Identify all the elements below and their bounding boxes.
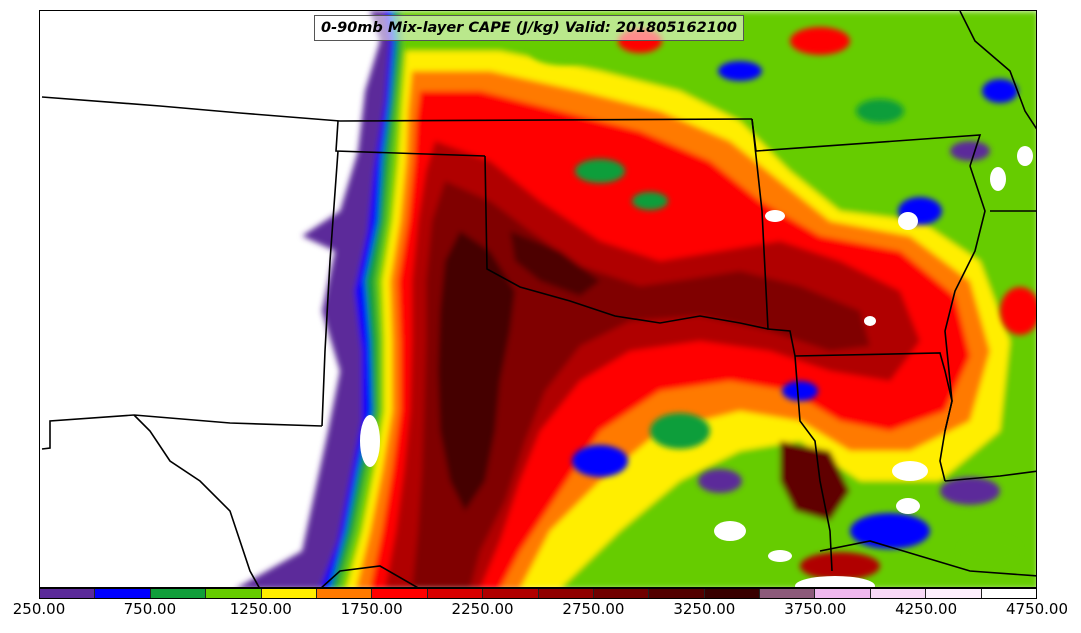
colorbar-tick-labels: 250.00 750.00 1250.00 1750.00 2250.00 2750.00… xyxy=(0,600,1081,624)
colorbar-tick-label: 250.00 xyxy=(12,600,66,618)
boundary-colorado-nm-ok xyxy=(335,120,486,157)
colorbar-tick-label: 3750.00 xyxy=(784,600,847,618)
boundary-mississippi-river xyxy=(939,165,986,482)
map-panel: 0-90mb Mix-layer CAPE (J/kg) Valid: 2018… xyxy=(39,10,1037,588)
cape-contour-fill xyxy=(238,11,1036,587)
boundary-gulf-coast xyxy=(321,565,419,587)
colorbar-swatch xyxy=(427,589,484,598)
cape-field-map xyxy=(40,11,1036,587)
colorbar-tick-label: 2750.00 xyxy=(562,600,625,618)
colorbar-swatch xyxy=(870,589,927,598)
colorbar-tick-label: 750.00 xyxy=(123,600,177,618)
field-texture xyxy=(530,27,1036,580)
colorbar-swatch xyxy=(815,589,871,598)
state-boundaries xyxy=(41,11,1036,587)
colorbar-tick-label: 2250.00 xyxy=(451,600,514,618)
contour-core-southeast xyxy=(780,441,850,521)
colorbar-swatch xyxy=(95,589,151,598)
boundary-nm-texas xyxy=(133,414,323,427)
colorbar xyxy=(39,588,1037,599)
colorbar-tick-label: 1750.00 xyxy=(340,600,403,618)
colorbar-swatch xyxy=(206,589,262,598)
contour-band-maroon xyxy=(412,181,870,587)
colorbar-swatch xyxy=(150,589,207,598)
colorbar-swatch xyxy=(372,589,428,598)
boundary-colorado-east xyxy=(484,155,769,330)
colorbar-swatch xyxy=(40,589,96,598)
colorbar-swatch xyxy=(649,589,705,598)
colorbar-swatch xyxy=(483,589,539,598)
boundary-ms-al xyxy=(944,470,1036,482)
boundary-az-nm xyxy=(41,414,135,450)
boundary-arkansas-louisiana xyxy=(794,355,833,572)
boundary-kansas-missouri xyxy=(751,118,796,357)
boundary-iowa-minn xyxy=(959,11,1036,130)
boundary-wyoming-colorado xyxy=(41,96,753,122)
colorbar-swatch xyxy=(261,589,317,598)
colorbar-tick-label: 1250.00 xyxy=(229,600,292,618)
colorbar-swatch xyxy=(981,589,1037,598)
boundary-texas-west xyxy=(133,414,260,587)
high-value-spots xyxy=(360,146,1033,587)
colorbar-tick-label: 4750.00 xyxy=(1005,600,1069,618)
colorbar-swatch xyxy=(926,589,982,598)
boundary-new-mexico-east xyxy=(321,150,339,427)
colorbar-swatch xyxy=(316,589,373,598)
colorbar-tick-label: 3250.00 xyxy=(673,600,736,618)
colorbar-tick-label: 4250.00 xyxy=(895,600,958,618)
boundary-louisiana-coast xyxy=(819,540,1036,577)
map-title: 0-90mb Mix-layer CAPE (J/kg) Valid: 2018… xyxy=(314,15,744,41)
colorbar-swatch xyxy=(538,589,594,598)
colorbar-swatch xyxy=(593,589,650,598)
colorbar-swatch xyxy=(704,589,761,598)
contour-core-east xyxy=(510,231,600,296)
colorbar-swatch xyxy=(760,589,816,598)
contour-band-darkest xyxy=(438,231,515,511)
